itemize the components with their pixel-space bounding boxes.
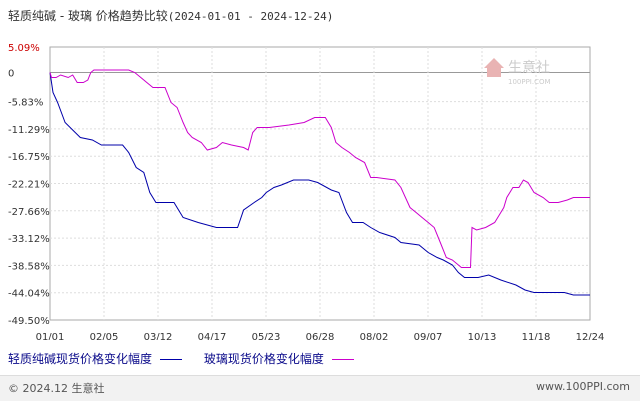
y-tick-label: 5.09% bbox=[8, 43, 40, 54]
x-tick-label: 10/13 bbox=[468, 332, 497, 340]
chart-title: 轻质纯碱 - 玻璃 价格趋势比较(2024-01-01 - 2024-12-24… bbox=[8, 7, 333, 24]
x-tick-label: 01/01 bbox=[36, 332, 65, 340]
x-tick-label: 05/23 bbox=[252, 332, 281, 340]
y-tick-label: -38.58% bbox=[8, 261, 50, 272]
y-tick-label: -11.29% bbox=[8, 125, 50, 136]
chart-date-range: (2024-01-01 - 2024-12-24) bbox=[167, 10, 334, 23]
watermark-sub: 100PPI.COM bbox=[508, 78, 551, 86]
x-tick-label: 02/05 bbox=[90, 332, 119, 340]
x-tick-label: 06/28 bbox=[306, 332, 335, 340]
y-tick-label: -5.83% bbox=[8, 98, 43, 109]
y-tick-label: -27.66% bbox=[8, 207, 50, 218]
chart-title-text: 轻质纯碱 - 玻璃 价格趋势比较 bbox=[8, 9, 168, 23]
y-tick-label: -33.12% bbox=[8, 234, 50, 245]
x-tick-label: 03/12 bbox=[144, 332, 173, 340]
footer-copyright: © 2024.12 生意社 bbox=[8, 382, 105, 395]
y-tick-label: 0 bbox=[8, 68, 14, 79]
legend-item-glass: 玻璃现货价格变化幅度 bbox=[204, 350, 354, 367]
house-icon bbox=[484, 58, 504, 77]
chart-series bbox=[49, 69, 590, 296]
footer-bar: © 2024.12 生意社 www.100PPI.com bbox=[0, 375, 640, 401]
legend-item-soda-ash: 轻质纯碱现货价格变化幅度 bbox=[8, 350, 183, 367]
watermark-text: 生意社 bbox=[508, 59, 550, 76]
series-line-glass bbox=[49, 69, 590, 268]
y-axis-ticks: 5.09% 0 -5.83% -11.29% -16.75% -22.21% -27.66%… bbox=[8, 43, 50, 327]
legend-line-soda-ash bbox=[160, 359, 183, 360]
legend-label-soda-ash: 轻质纯碱现货价格变化幅度 bbox=[8, 352, 153, 366]
x-tick-label: 11/18 bbox=[522, 332, 551, 340]
chart-legend: 轻质纯碱现货价格变化幅度 玻璃现货价格变化幅度 bbox=[8, 350, 372, 367]
x-axis-ticks: 01/01 02/05 03/12 04/17 05/23 06/28 08/02 09/07… bbox=[36, 332, 605, 340]
x-tick-label: 09/07 bbox=[414, 332, 443, 340]
legend-label-glass: 玻璃现货价格变化幅度 bbox=[203, 352, 324, 366]
x-tick-label: 04/17 bbox=[198, 332, 227, 340]
y-tick-label: -16.75% bbox=[8, 152, 50, 163]
series-line-soda-ash bbox=[49, 72, 590, 296]
watermark-logo: 生意社 100PPI.COM bbox=[484, 58, 551, 86]
x-tick-label: 08/02 bbox=[360, 332, 389, 340]
legend-line-glass bbox=[331, 359, 354, 360]
y-tick-label: -22.21% bbox=[8, 180, 50, 191]
y-tick-label: -49.50% bbox=[8, 316, 50, 327]
price-trend-chart: 生意社 100PPI.COM 5.09% 0 -5.83% -11.29% -16.75… bbox=[8, 43, 605, 340]
footer-website-link[interactable]: www.100PPI.com bbox=[536, 380, 630, 393]
y-tick-label: -44.04% bbox=[8, 289, 50, 300]
x-tick-label: 12/24 bbox=[576, 332, 605, 340]
